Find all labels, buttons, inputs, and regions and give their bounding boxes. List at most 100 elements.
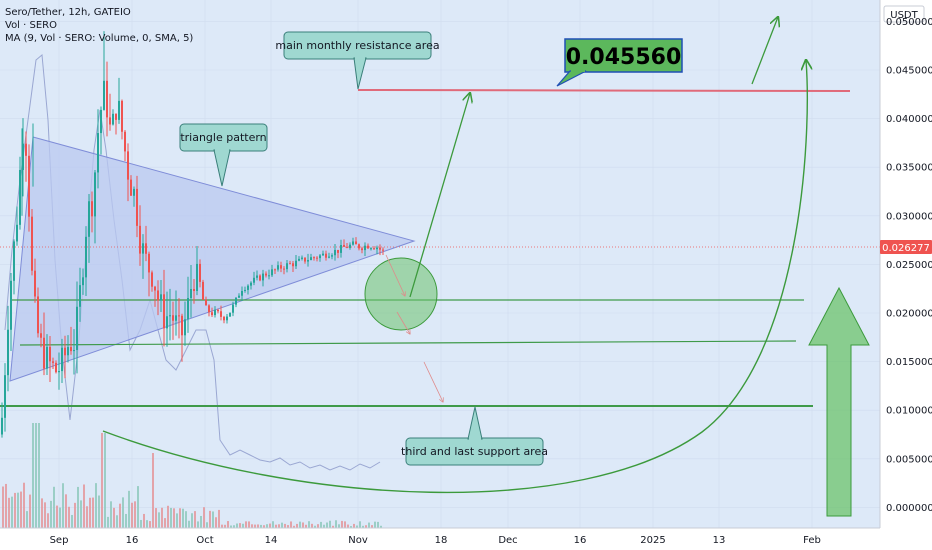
candle-body	[178, 315, 180, 317]
support-line-2	[19, 340, 797, 346]
volume-bar	[5, 483, 7, 528]
candle-body	[241, 290, 243, 296]
candle-body	[115, 113, 117, 120]
candle-body	[196, 263, 198, 291]
candle-body	[283, 268, 285, 270]
candle-body	[148, 253, 150, 273]
x-tick-label: 16	[574, 535, 587, 546]
volume-bar	[353, 523, 355, 528]
candle-body	[325, 253, 327, 258]
candle-body	[52, 361, 54, 363]
candles	[1, 31, 384, 438]
volume-bar	[182, 508, 184, 528]
candle-body	[322, 253, 324, 256]
y-axis-labels: 0.050000 0.045000 0.040000 0.035000 0.030000…	[886, 17, 932, 514]
arrow-red-2	[396, 311, 410, 334]
volume-bar	[302, 522, 304, 528]
x-tick-label: Oct	[196, 535, 213, 546]
volume-bar	[128, 490, 130, 528]
callout-resistance-text: main monthly resistance area	[275, 39, 439, 52]
candle-body	[232, 304, 234, 313]
callout-triangle-pattern: triangle pattern	[179, 123, 268, 187]
volume-bar	[14, 492, 16, 528]
candle-body	[193, 288, 195, 291]
candle-body	[124, 131, 126, 152]
volume-bar	[65, 494, 67, 528]
candle-body	[226, 316, 228, 321]
volume-bar	[269, 523, 271, 528]
volume-bar	[86, 506, 88, 528]
volume-bar	[275, 524, 277, 528]
candle-body	[67, 347, 69, 356]
volume-bar	[374, 521, 376, 528]
x-tick-label: Sep	[50, 535, 69, 546]
candle-body	[4, 375, 6, 418]
volume-bar	[332, 525, 334, 528]
volume-bar	[92, 497, 94, 528]
volume-bar	[245, 521, 247, 528]
volume-bar	[203, 507, 205, 528]
volume-bar	[188, 520, 190, 528]
candle-body	[268, 275, 270, 277]
candle-body	[133, 188, 135, 196]
volume-bar	[260, 524, 262, 528]
candle-body	[355, 241, 357, 245]
volume-bar	[362, 525, 364, 528]
x-tick-label: Feb	[803, 535, 821, 546]
candle-body	[328, 256, 330, 258]
candle-body	[280, 265, 282, 269]
volume-bar	[323, 524, 325, 528]
candle-body	[25, 143, 27, 156]
candle-body	[43, 337, 45, 369]
candle-body	[202, 281, 204, 300]
volume-bar	[140, 519, 142, 528]
candle-body	[13, 241, 15, 281]
volume-bar	[320, 521, 322, 528]
volume-bar	[152, 453, 154, 528]
candle-body	[37, 296, 39, 334]
candle-body	[187, 297, 189, 320]
volume-bar	[35, 423, 37, 528]
symbol-title: Sero/Tether, 12h, GATEIO	[5, 7, 131, 18]
candle-body	[85, 236, 87, 278]
volume-bar	[206, 522, 208, 528]
candle-body	[211, 312, 213, 316]
volume-bar	[329, 520, 331, 528]
candle-body	[46, 346, 48, 369]
volume-bar	[41, 498, 43, 528]
candle-body	[22, 143, 24, 171]
volume-bar	[137, 486, 139, 528]
volume-bar	[326, 522, 328, 528]
volume-bar	[293, 525, 295, 528]
currency-badge[interactable]	[883, 5, 925, 23]
candle-body	[238, 295, 240, 298]
candle-body	[82, 277, 84, 286]
candle-body	[295, 260, 297, 267]
time-axis[interactable]	[0, 528, 932, 550]
volume-bar	[278, 524, 280, 528]
candle-body	[370, 248, 372, 250]
target-price-text: 0.045560	[566, 45, 682, 70]
volume-bar	[167, 505, 169, 528]
volume-bar	[338, 524, 340, 528]
volume-bar	[272, 521, 274, 528]
volume-bar	[314, 525, 316, 528]
candle-body	[337, 249, 339, 253]
candle-body	[301, 257, 303, 259]
arrow-to-resistance	[409, 93, 470, 298]
candle-body	[151, 272, 153, 287]
x-tick-label: Dec	[498, 535, 517, 546]
price-axis[interactable]	[880, 0, 932, 528]
breakout-circle	[364, 257, 438, 331]
candle-body	[271, 269, 273, 276]
candle-body	[106, 80, 108, 118]
volume-bar	[149, 521, 151, 528]
candle-body	[259, 275, 261, 281]
volume-bar	[62, 483, 64, 528]
candle-body	[40, 333, 42, 338]
volume-bar	[113, 507, 115, 528]
candle-body	[184, 319, 186, 336]
currency-badge-text: USDT	[890, 10, 918, 21]
y-tick-label: 0.030000	[886, 211, 932, 222]
